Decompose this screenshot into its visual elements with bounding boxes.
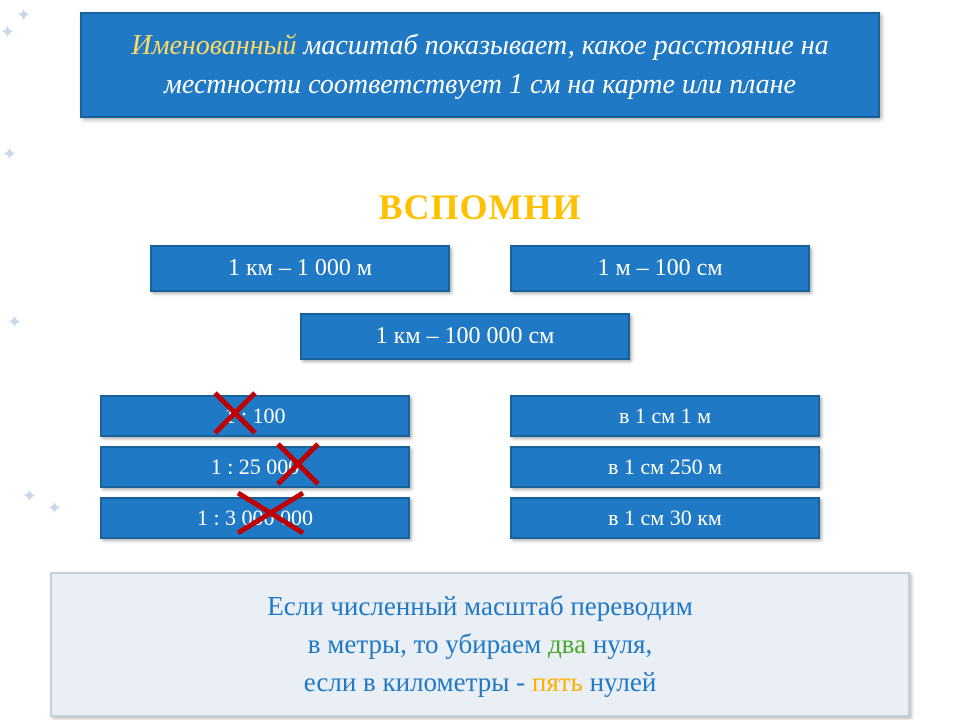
conversion-m-cm: 1 м – 100 см [510,245,810,292]
rule-line2b: нуля, [586,629,652,659]
ratio-box-3: 1 : 3 000 000 [100,497,410,539]
sparkle-icon: ✦ [16,5,31,26]
rule-line1: Если численный масштаб переводим [267,591,693,621]
conversion-km-m: 1 км – 1 000 м [150,245,450,292]
named-scale-2: в 1 см 250 м [510,446,820,488]
rule-five-highlight: пять [532,667,583,697]
rule-two-highlight: два [548,629,586,659]
rule-line2a: в метры, то убираем [308,629,548,659]
ratio-box-1: 1 : 100 [100,395,410,437]
conversion-rule-box: Если численный масштаб переводим в метры… [50,572,910,717]
sparkle-icon: ✦ [0,22,15,43]
sparkle-icon: ✦ [7,312,22,333]
ratio-box-2: 1 : 25 000 [100,446,410,488]
title-definition-box: Именованный масштаб показывает, какое ра… [80,12,880,118]
remember-heading: ВСПОМНИ [0,186,960,228]
sparkle-icon: ✦ [22,486,37,507]
named-scale-1: в 1 см 1 м [510,395,820,437]
sparkle-icon: ✦ [47,498,62,519]
rule-line3a: если в километры - [304,667,532,697]
named-scale-3: в 1 см 30 км [510,497,820,539]
sparkle-icon: ✦ [2,144,17,165]
conversion-km-cm: 1 км – 100 000 см [300,313,630,360]
rule-line3b: нулей [583,667,656,697]
title-highlight-word: Именованный [131,30,296,61]
